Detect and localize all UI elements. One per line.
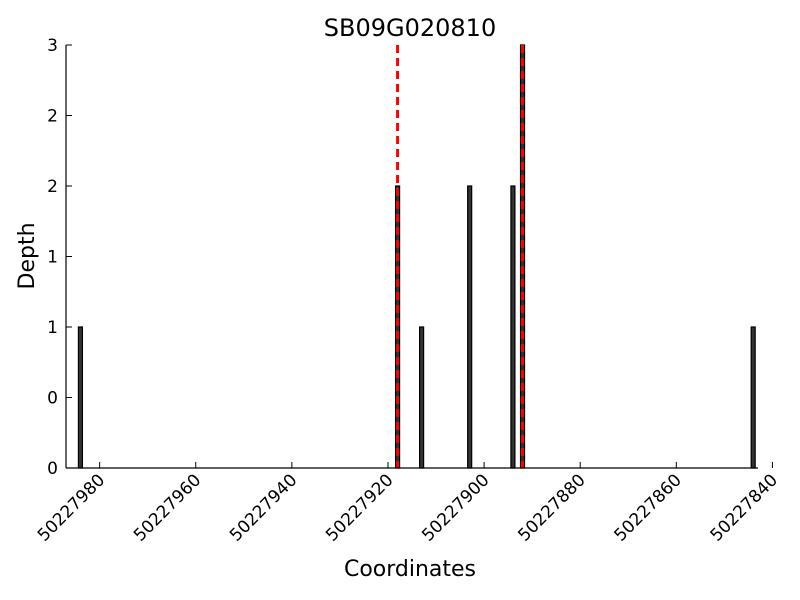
- x-tick-label-2: 50227940: [226, 470, 301, 545]
- y-axis-ticks: 0 0 1 1 2 2 3: [47, 36, 72, 479]
- y-tick-label-0: 0: [47, 459, 58, 479]
- y-tick-label-4: 2: [47, 177, 58, 197]
- x-tick-label-6: 50227860: [611, 470, 686, 545]
- y-tick-label-3: 1: [47, 248, 58, 268]
- bar-0: [77, 326, 84, 469]
- marker-lines-layer: [396, 45, 525, 468]
- bars-layer: [77, 44, 756, 469]
- chart-title: SB09G020810: [324, 14, 496, 42]
- x-tick-label-5: 50227880: [514, 470, 589, 545]
- y-tick-label-1: 0: [47, 389, 58, 409]
- bar-6: [750, 326, 756, 469]
- axes: [65, 45, 758, 469]
- x-tick-label-0: 50227980: [34, 470, 109, 545]
- y-tick-label-2: 1: [47, 318, 58, 338]
- x-tick-label-7: 50227840: [707, 470, 782, 545]
- y-tick-label-5: 2: [47, 107, 58, 127]
- x-tick-label-1: 50227960: [130, 470, 205, 545]
- x-axis-ticks: 50227980 50227960 50227940 50227920 50227900…: [34, 462, 782, 546]
- bar-3: [467, 185, 473, 469]
- bar-4: [510, 185, 516, 469]
- x-tick-label-4: 50227900: [418, 470, 493, 545]
- y-axis-title: Depth: [15, 222, 40, 289]
- bar-2: [419, 326, 425, 469]
- x-axis-title: Coordinates: [344, 557, 476, 582]
- x-tick-label-3: 50227920: [322, 470, 397, 545]
- y-tick-label-6: 3: [47, 36, 58, 56]
